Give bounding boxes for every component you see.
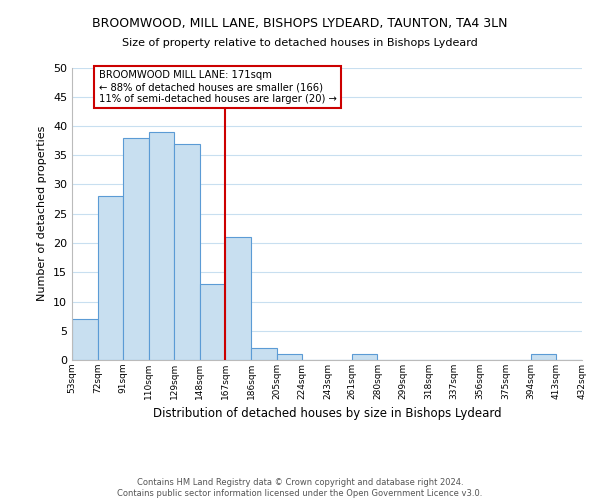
Y-axis label: Number of detached properties: Number of detached properties (37, 126, 47, 302)
Bar (200, 284, 226, 360)
Text: BROOMWOOD MILL LANE: 171sqm
← 88% of detached houses are smaller (166)
11% of se: BROOMWOOD MILL LANE: 171sqm ← 88% of det… (99, 70, 337, 104)
Bar (98, 196, 123, 360)
Bar (226, 237, 251, 360)
Bar (352, 354, 377, 360)
Bar (149, 132, 174, 360)
Text: Size of property relative to detached houses in Bishops Lydeard: Size of property relative to detached ho… (122, 38, 478, 48)
Bar (531, 354, 556, 360)
Text: Contains HM Land Registry data © Crown copyright and database right 2024.
Contai: Contains HM Land Registry data © Crown c… (118, 478, 482, 498)
Bar (123, 138, 149, 360)
X-axis label: Distribution of detached houses by size in Bishops Lydeard: Distribution of detached houses by size … (152, 408, 502, 420)
Bar (72, 319, 98, 360)
Bar (251, 348, 277, 360)
Bar (174, 144, 200, 360)
Text: BROOMWOOD, MILL LANE, BISHOPS LYDEARD, TAUNTON, TA4 3LN: BROOMWOOD, MILL LANE, BISHOPS LYDEARD, T… (92, 18, 508, 30)
Bar (277, 354, 302, 360)
